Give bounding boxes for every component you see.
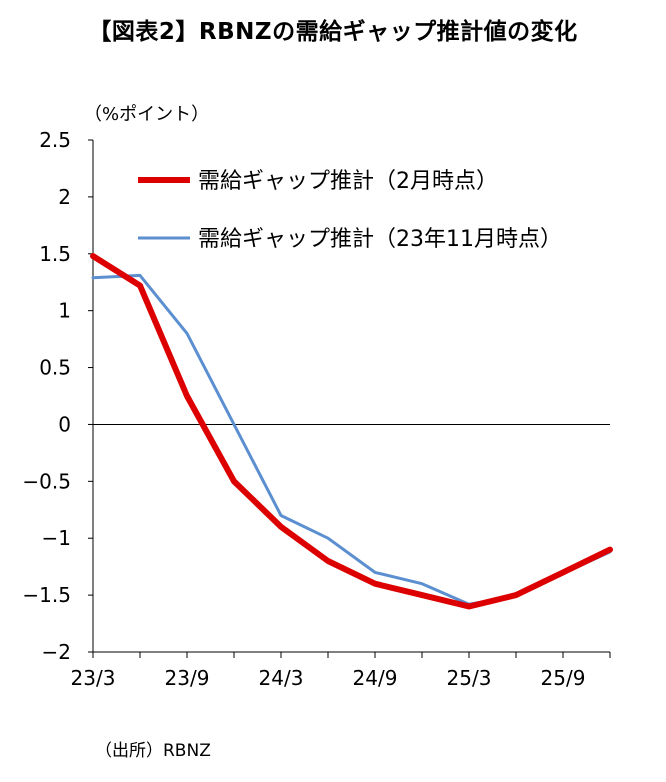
series-line-1 (90, 253, 613, 610)
y-tick-label: 0 (58, 412, 71, 436)
y-tick-label: −0.5 (22, 469, 71, 493)
axes-layer: 2.5 2 1.5 1 0.5 0 −0.5 −1 −1.5 −223/3 23/9 24/3 24/9… (22, 128, 611, 690)
x-tick-label: 24/9 (353, 666, 398, 690)
y-tick-label: 0.5 (39, 356, 71, 380)
chart-title: 【図表2】RBNZの需給ギャップ推計値の変化 (88, 19, 578, 45)
y-tick-label: 1 (58, 299, 71, 323)
y-tick-label: 2.5 (39, 128, 71, 152)
x-tick-label: 24/3 (259, 666, 304, 690)
y-tick-label: 1.5 (39, 242, 71, 266)
legend-label-2: 需給ギャップ推計（23年11月時点） (198, 227, 562, 252)
y-axis-unit-label: （%ポイント） (84, 104, 210, 125)
series-line-2 (91, 273, 612, 606)
x-tick-label: 25/3 (447, 666, 492, 690)
y-tick-label: −1 (42, 526, 71, 550)
y-tick-label: 2 (58, 185, 71, 209)
x-tick-label: 23/3 (71, 666, 116, 690)
legend-label-1: 需給ギャップ推計（2月時点） (198, 169, 498, 194)
y-tick-label: −2 (42, 640, 71, 664)
x-tick-label: 23/9 (165, 666, 210, 690)
legend: 需給ギャップ推計（2月時点） 需給ギャップ推計（23年11月時点） (138, 169, 562, 252)
source-note: （出所）RBNZ (95, 741, 211, 761)
x-tick-label: 25/9 (541, 666, 586, 690)
series-layer (90, 253, 613, 610)
y-tick-label: −1.5 (22, 583, 71, 607)
